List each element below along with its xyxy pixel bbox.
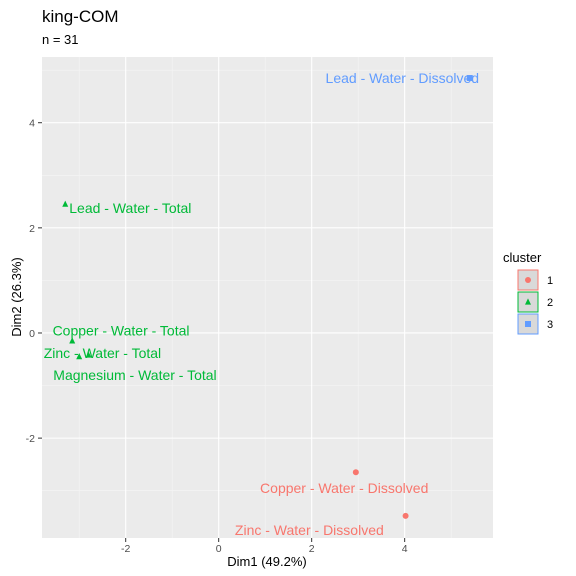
point-label: Copper - Water - Dissolved: [260, 480, 428, 496]
legend-title: cluster: [503, 250, 542, 265]
legend-key-circle: [525, 277, 531, 283]
data-points: Lead - Water - Dissolved Lead - Water - T…: [44, 70, 479, 538]
x-tick-label: 0: [216, 543, 222, 555]
data-point-circle: [402, 512, 409, 519]
point-label: Copper - Water - Total: [53, 322, 190, 338]
data-point-square: [466, 75, 473, 82]
legend-key-square: [525, 321, 531, 327]
legend-label: 2: [547, 297, 553, 309]
y-tick-label: -2: [26, 433, 35, 445]
point-label: Zinc - Water - Total: [44, 345, 161, 361]
data-point-triangle: [85, 351, 92, 358]
y-tick-label: 4: [29, 118, 35, 130]
legend-label: 1: [547, 275, 553, 287]
data-point-triangle: [69, 337, 76, 344]
point-label: Zinc - Water - Dissolved: [235, 522, 384, 538]
y-tick-label: 2: [29, 223, 35, 235]
chart-title: king-COM: [42, 7, 119, 26]
point-label: Magnesium - Water - Total: [53, 367, 216, 383]
data-point-triangle: [76, 353, 83, 360]
point-label: Lead - Water - Total: [69, 200, 191, 216]
x-tick-label: 4: [402, 543, 408, 555]
y-tick-label: 0: [29, 328, 35, 340]
data-point-triangle: [62, 200, 69, 207]
legend-key-triangle: [525, 298, 531, 305]
plot-panel: [42, 57, 493, 538]
chart-subtitle: n = 31: [42, 32, 79, 47]
axis-ticks: -2 0 2 4 -2 0 2 4: [26, 118, 408, 555]
x-tick-label: -2: [121, 543, 130, 555]
legend-label: 3: [547, 319, 553, 331]
legend: cluster 1 2 3: [503, 250, 553, 335]
point-label: Lead - Water - Dissolved: [326, 70, 480, 86]
y-axis-title: Dim2 (26.3%): [9, 257, 24, 336]
grid-lines: [42, 57, 493, 538]
data-point-circle: [352, 469, 359, 476]
x-axis-title: Dim1 (49.2%): [227, 554, 306, 569]
x-tick-label: 2: [309, 543, 315, 555]
